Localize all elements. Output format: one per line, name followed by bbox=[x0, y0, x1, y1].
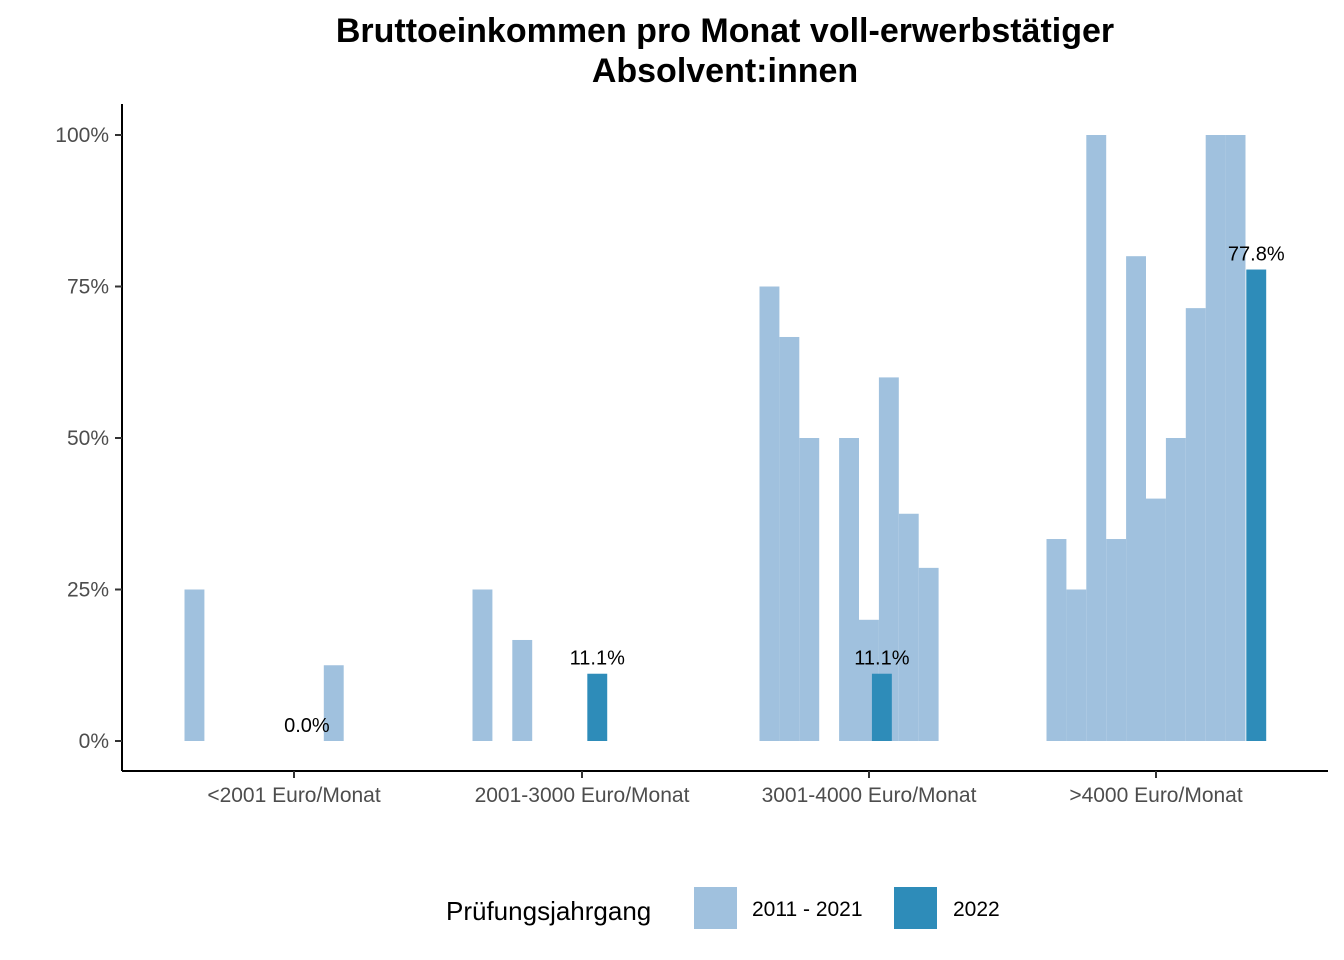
legend: Prüfungsjahrgang 2011 - 2021 2022 bbox=[446, 887, 1000, 929]
bar-2011-2021 bbox=[1046, 539, 1067, 741]
bar-2011-2021 bbox=[512, 639, 533, 741]
bar-2011-2021 bbox=[1205, 135, 1226, 741]
legend-title: Prüfungsjahrgang bbox=[446, 896, 651, 926]
bar-2011-2021 bbox=[898, 513, 919, 741]
bar-2011-2021 bbox=[759, 286, 780, 741]
chart-title-line-2: Absolvent:innen bbox=[592, 52, 858, 90]
bar-2011-2021 bbox=[323, 665, 344, 741]
y-tick-label: 100% bbox=[55, 124, 109, 147]
data-label-2022: 11.1% bbox=[570, 648, 625, 670]
bar-2011-2021 bbox=[1165, 438, 1186, 741]
bar-2011-2021 bbox=[1146, 498, 1166, 741]
legend-label: 2022 bbox=[953, 898, 1000, 921]
bar-2011-2021 bbox=[1126, 256, 1146, 741]
y-tick-label: 0% bbox=[79, 730, 109, 753]
bar-2022 bbox=[1246, 269, 1267, 741]
bar-2011-2021 bbox=[1225, 135, 1246, 741]
bar-2011-2021 bbox=[918, 567, 939, 741]
bar-2011-2021 bbox=[184, 589, 205, 741]
bar-2022 bbox=[871, 673, 892, 741]
bar-2011-2021 bbox=[472, 589, 493, 741]
legend-label: 2011 - 2021 bbox=[752, 898, 863, 921]
bar-2022 bbox=[587, 673, 608, 741]
bar-2011-2021 bbox=[1185, 308, 1206, 741]
bar-2011-2021 bbox=[839, 438, 859, 741]
bar-2011-2021 bbox=[1086, 135, 1107, 741]
data-label-2022: 77.8% bbox=[1228, 244, 1285, 266]
bar-2011-2021 bbox=[878, 377, 899, 741]
data-label-2022: 11.1% bbox=[854, 648, 909, 670]
y-tick-label: 50% bbox=[67, 427, 109, 450]
x-tick-label: 2001-3000 Euro/Monat bbox=[475, 784, 690, 807]
bar-2011-2021 bbox=[1106, 539, 1127, 741]
data-label-2022: 0.0% bbox=[284, 715, 330, 737]
bar-2011-2021 bbox=[1066, 589, 1087, 741]
x-tick-label: <2001 Euro/Monat bbox=[207, 784, 381, 807]
y-tick-label: 25% bbox=[67, 579, 109, 602]
legend-key-2011-2021 bbox=[694, 887, 737, 929]
x-tick-label: >4000 Euro/Monat bbox=[1069, 784, 1243, 807]
chart-title-line-1: Bruttoeinkommen pro Monat voll-erwerbstä… bbox=[336, 12, 1114, 50]
x-tick-label: 3001-4000 Euro/Monat bbox=[762, 784, 977, 807]
bar-2011-2021 bbox=[779, 336, 800, 741]
bar-2011-2021 bbox=[799, 438, 820, 741]
legend-key-2022 bbox=[894, 887, 937, 929]
plot-area: 0.0% 11.1% 11.1% 77.8% 0% 25% 50% 75% 100% <2001 … bbox=[55, 104, 1328, 807]
y-tick-label: 75% bbox=[67, 276, 109, 299]
